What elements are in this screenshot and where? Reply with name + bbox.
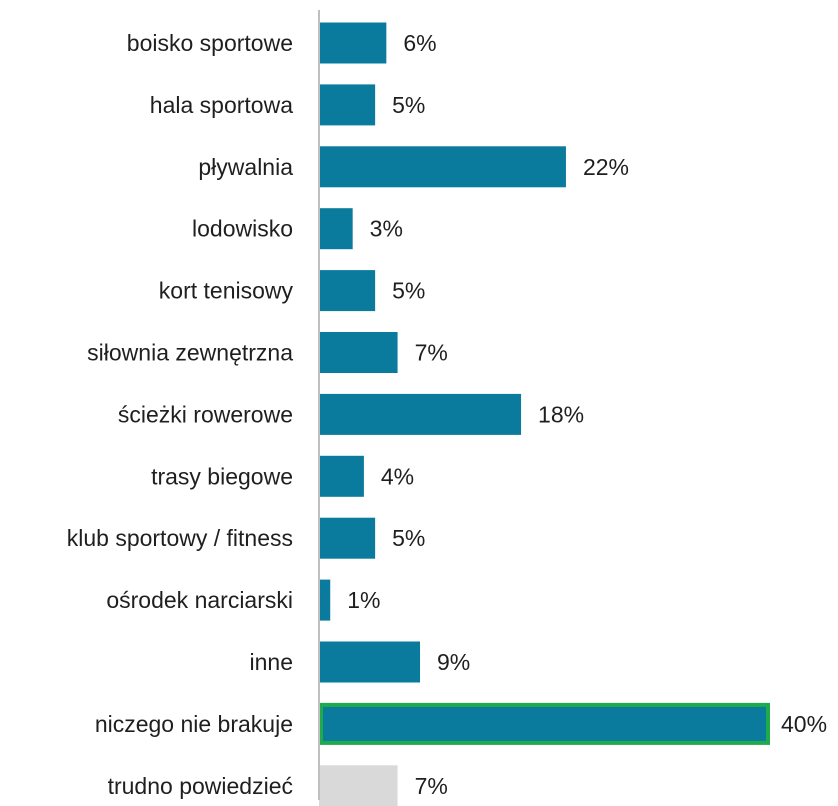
category-label-inne: inne xyxy=(250,649,293,675)
category-label-trudno-powiedziec: trudno powiedzieć xyxy=(108,773,293,799)
category-labels-group: boisko sportowe hala sportowa pływalnia lod… xyxy=(67,30,294,799)
category-label-kort-tenisowy: kort tenisowy xyxy=(159,278,294,304)
bar-niczego-nie-brakuje xyxy=(319,702,770,745)
value-label-silownia-zewnetrzna: 7% xyxy=(415,340,448,366)
value-label-plywalnia: 22% xyxy=(583,154,629,180)
value-label-lodowisko: 3% xyxy=(370,216,403,242)
bar-sciezki-rowerowe xyxy=(319,393,522,435)
category-label-plywalnia: pływalnia xyxy=(198,154,293,180)
bar-plywalnia xyxy=(319,146,566,188)
bar-lodowisko xyxy=(319,208,353,250)
bar-silownia-zewnetrzna xyxy=(319,332,398,373)
category-label-hala-sportowa: hala sportowa xyxy=(150,92,293,118)
bar-klub-sportowy-fitness xyxy=(319,517,376,559)
value-label-boisko-sportowe: 6% xyxy=(403,30,436,56)
category-label-trasy-biegowe: trasy biegowe xyxy=(151,463,293,489)
value-label-trudno-powiedziec: 7% xyxy=(415,773,448,799)
value-label-inne: 9% xyxy=(437,649,470,675)
value-label-sciezki-rowerowe: 18% xyxy=(538,401,584,427)
value-label-hala-sportowa: 5% xyxy=(392,92,425,118)
category-label-silownia-zewnetrzna: siłownia zewnętrzna xyxy=(87,340,293,366)
bar-boisko-sportowe xyxy=(319,22,387,64)
bar-osrodek-narciarski xyxy=(319,579,331,621)
category-label-lodowisko: lodowisko xyxy=(192,216,293,242)
category-label-osrodek-narciarski: ośrodek narciarski xyxy=(106,587,293,613)
value-label-niczego-nie-brakuje: 40% xyxy=(781,711,827,737)
bar-hala-sportowa xyxy=(319,84,376,126)
bar-trasy-biegowe xyxy=(319,455,364,497)
category-label-klub-sportowy-fitness: klub sportowy / fitness xyxy=(67,525,293,551)
bars-group xyxy=(319,22,770,806)
bar-kort-tenisowy xyxy=(319,270,376,312)
value-label-kort-tenisowy: 5% xyxy=(392,278,425,304)
category-label-boisko-sportowe: boisko sportowe xyxy=(127,30,293,56)
value-label-klub-sportowy-fitness: 5% xyxy=(392,525,425,551)
category-label-niczego-nie-brakuje: niczego nie brakuje xyxy=(95,711,293,737)
bar-inne xyxy=(319,641,421,683)
value-label-osrodek-narciarski: 1% xyxy=(347,587,380,613)
value-label-trasy-biegowe: 4% xyxy=(381,463,414,489)
bar-trudno-powiedziec xyxy=(319,765,398,806)
category-label-sciezki-rowerowe: ścieżki rowerowe xyxy=(118,401,293,427)
value-labels-group: 6% 5% 22% 3% 5% 7% 18% 4% 5% 1% 9% 40% 7% xyxy=(347,30,827,799)
